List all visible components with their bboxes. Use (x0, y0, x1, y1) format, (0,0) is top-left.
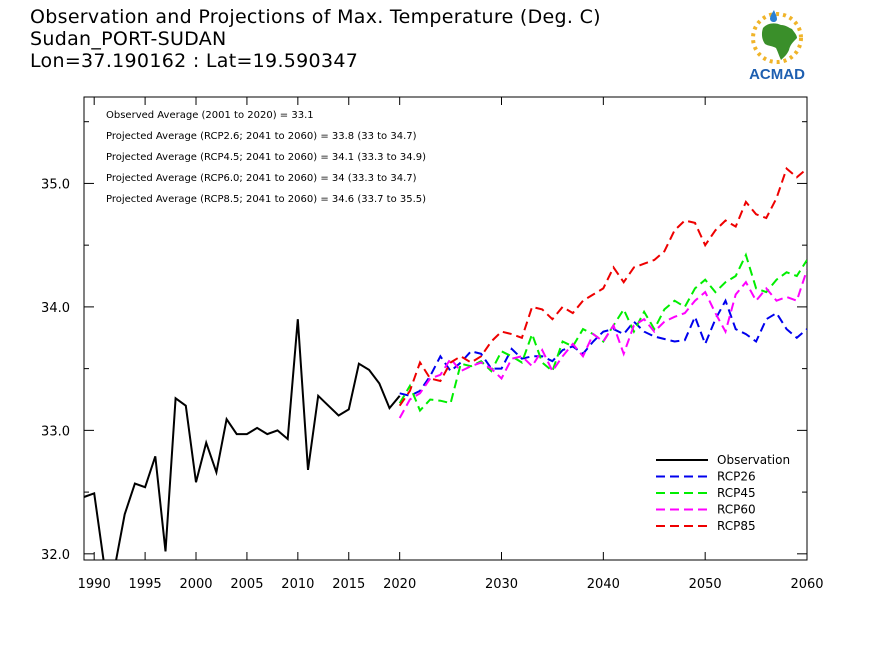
water-drop-icon (770, 10, 777, 23)
legend-label-observation: Observation (717, 453, 790, 467)
x-tick-label: 2010 (281, 577, 314, 592)
series-line-rcp60 (398, 269, 807, 419)
x-tick-label: 2050 (689, 577, 722, 592)
x-tick-label: 2015 (332, 577, 365, 592)
y-axis: 32.0 33.0 34.0 35.0 (41, 121, 807, 563)
sun-rays-icon (751, 12, 803, 64)
series-line-rcp85 (398, 166, 807, 407)
annotation-rcp60: Projected Average (RCP6.0; 2041 to 2060)… (106, 173, 417, 184)
y-tick-label: 35.0 (41, 177, 70, 192)
x-tick-label: 2040 (587, 577, 620, 592)
x-tick-label: 2060 (790, 577, 823, 592)
annotation-block: Observed Average (2001 to 2020) = 33.1 P… (106, 110, 426, 205)
legend-label-rcp85: RCP85 (717, 519, 756, 533)
annotation-rcp85: Projected Average (RCP8.5; 2041 to 2060)… (106, 194, 426, 205)
annotation-observed: Observed Average (2001 to 2020) = 33.1 (106, 110, 314, 121)
x-axis: 1990 1995 2000 2005 2010 2015 2020 2030 2040 2050… (78, 97, 824, 592)
legend: Observation RCP26 RCP45 RCP60 RCP85 (656, 453, 790, 533)
chart-title: Observation and Projections of Max. Temp… (30, 6, 601, 28)
africa-map-icon (761, 23, 797, 60)
legend-label-rcp60: RCP60 (717, 503, 756, 517)
location-label: Sudan_PORT-SUDAN (30, 28, 227, 50)
acmad-logo: ACMAD (749, 10, 805, 82)
coordinates-label: Lon=37.190162 : Lat=19.590347 (30, 50, 359, 72)
x-tick-label: 2020 (383, 577, 416, 592)
legend-label-rcp45: RCP45 (717, 486, 756, 500)
legend-label-rcp26: RCP26 (717, 470, 756, 484)
plot-frame (83, 96, 808, 561)
series-line-observation (84, 319, 401, 560)
series-line-rcp26 (399, 298, 807, 397)
y-tick-label: 33.0 (41, 424, 70, 439)
x-tick-label: 2030 (485, 577, 518, 592)
annotation-rcp26: Projected Average (RCP2.6; 2041 to 2060)… (106, 131, 417, 142)
chart-title-block: Observation and Projections of Max. Temp… (30, 6, 601, 72)
x-tick-label: 1990 (78, 577, 111, 592)
x-tick-label: 2005 (230, 577, 263, 592)
x-tick-label: 2000 (179, 577, 212, 592)
series-layer (84, 166, 807, 560)
series-line-rcp45 (398, 252, 807, 413)
x-tick-label: 1995 (129, 577, 162, 592)
logo-text: ACMAD (749, 66, 805, 82)
y-tick-label: 32.0 (41, 548, 70, 563)
annotation-rcp45: Projected Average (RCP4.5; 2041 to 2060)… (106, 152, 426, 163)
y-tick-label: 34.0 (41, 301, 70, 316)
